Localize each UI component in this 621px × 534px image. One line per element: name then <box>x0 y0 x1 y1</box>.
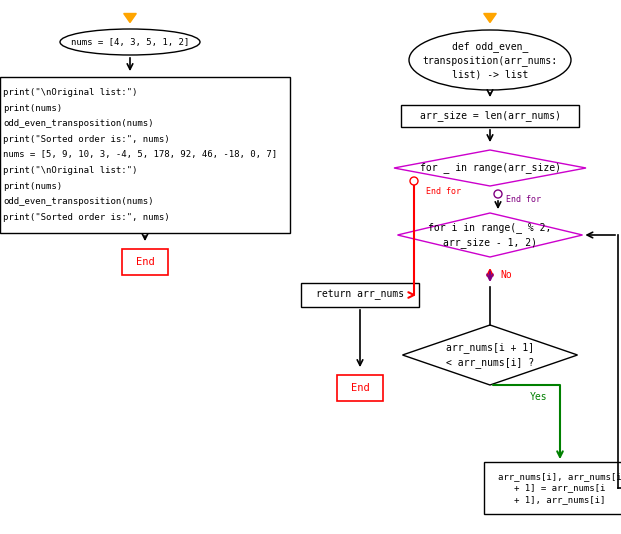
Text: nums = [5, 9, 10, 3, -4, 5, 178, 92, 46, -18, 0, 7]: nums = [5, 9, 10, 3, -4, 5, 178, 92, 46,… <box>3 151 277 160</box>
Text: print("Sorted order is:", nums): print("Sorted order is:", nums) <box>3 135 170 144</box>
Text: print("\nOriginal list:"): print("\nOriginal list:") <box>3 88 137 97</box>
Circle shape <box>410 177 418 185</box>
Text: print("\nOriginal list:"): print("\nOriginal list:") <box>3 166 137 175</box>
Ellipse shape <box>60 29 200 55</box>
Text: print(nums): print(nums) <box>3 104 62 113</box>
Bar <box>122 249 168 275</box>
Bar <box>337 375 383 401</box>
Text: for _ in range(arr_size): for _ in range(arr_size) <box>420 162 561 174</box>
Text: End: End <box>135 257 155 267</box>
Text: arr_nums[i + 1]
< arr_nums[i] ?: arr_nums[i + 1] < arr_nums[i] ? <box>446 342 534 367</box>
Text: No: No <box>500 270 512 280</box>
Polygon shape <box>394 150 586 186</box>
Text: return arr_nums: return arr_nums <box>316 290 404 300</box>
Bar <box>301 283 419 307</box>
Bar <box>401 105 579 127</box>
Text: print("Sorted order is:", nums): print("Sorted order is:", nums) <box>3 213 170 222</box>
Polygon shape <box>484 13 496 22</box>
Text: End: End <box>351 383 369 393</box>
Ellipse shape <box>409 30 571 90</box>
Polygon shape <box>397 213 582 257</box>
Bar <box>484 462 621 514</box>
Text: for i in range(_ % 2,
arr_size - 1, 2): for i in range(_ % 2, arr_size - 1, 2) <box>428 223 551 247</box>
Text: def odd_even_
transposition(arr_nums:
list) -> list: def odd_even_ transposition(arr_nums: li… <box>422 41 558 79</box>
Text: End for: End for <box>506 195 541 205</box>
Text: arr_size = len(arr_nums): arr_size = len(arr_nums) <box>420 111 561 121</box>
Circle shape <box>494 190 502 198</box>
Text: Yes: Yes <box>530 392 548 402</box>
Text: nums = [4, 3, 5, 1, 2]: nums = [4, 3, 5, 1, 2] <box>71 37 189 46</box>
Text: odd_even_transposition(nums): odd_even_transposition(nums) <box>3 119 153 128</box>
Polygon shape <box>402 325 578 385</box>
Bar <box>0 77 290 233</box>
Text: odd_even_transposition(nums): odd_even_transposition(nums) <box>3 197 153 206</box>
Text: End for: End for <box>426 186 461 195</box>
Polygon shape <box>124 13 136 22</box>
Text: print(nums): print(nums) <box>3 182 62 191</box>
Text: arr_nums[i], arr_nums[i
+ 1] = arr_nums[i
+ 1], arr_nums[i]: arr_nums[i], arr_nums[i + 1] = arr_nums[… <box>498 472 621 504</box>
